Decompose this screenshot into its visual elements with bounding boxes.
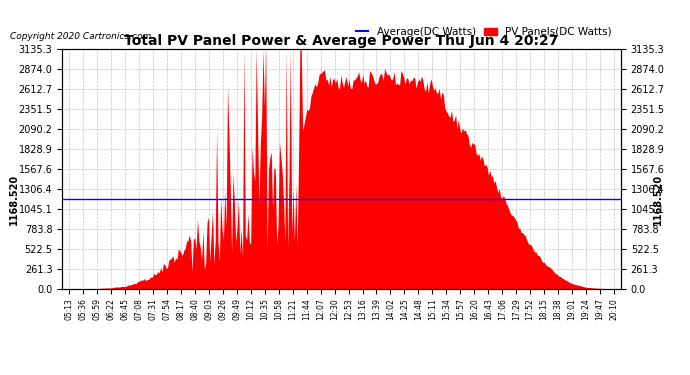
- Text: 1168.520: 1168.520: [10, 174, 19, 225]
- Title: Total PV Panel Power & Average Power Thu Jun 4 20:27: Total PV Panel Power & Average Power Thu…: [124, 34, 559, 48]
- Text: Copyright 2020 Cartronics.com: Copyright 2020 Cartronics.com: [10, 32, 152, 41]
- Legend: Average(DC Watts), PV Panels(DC Watts): Average(DC Watts), PV Panels(DC Watts): [352, 23, 615, 41]
- Text: 1168.520: 1168.520: [653, 174, 662, 225]
